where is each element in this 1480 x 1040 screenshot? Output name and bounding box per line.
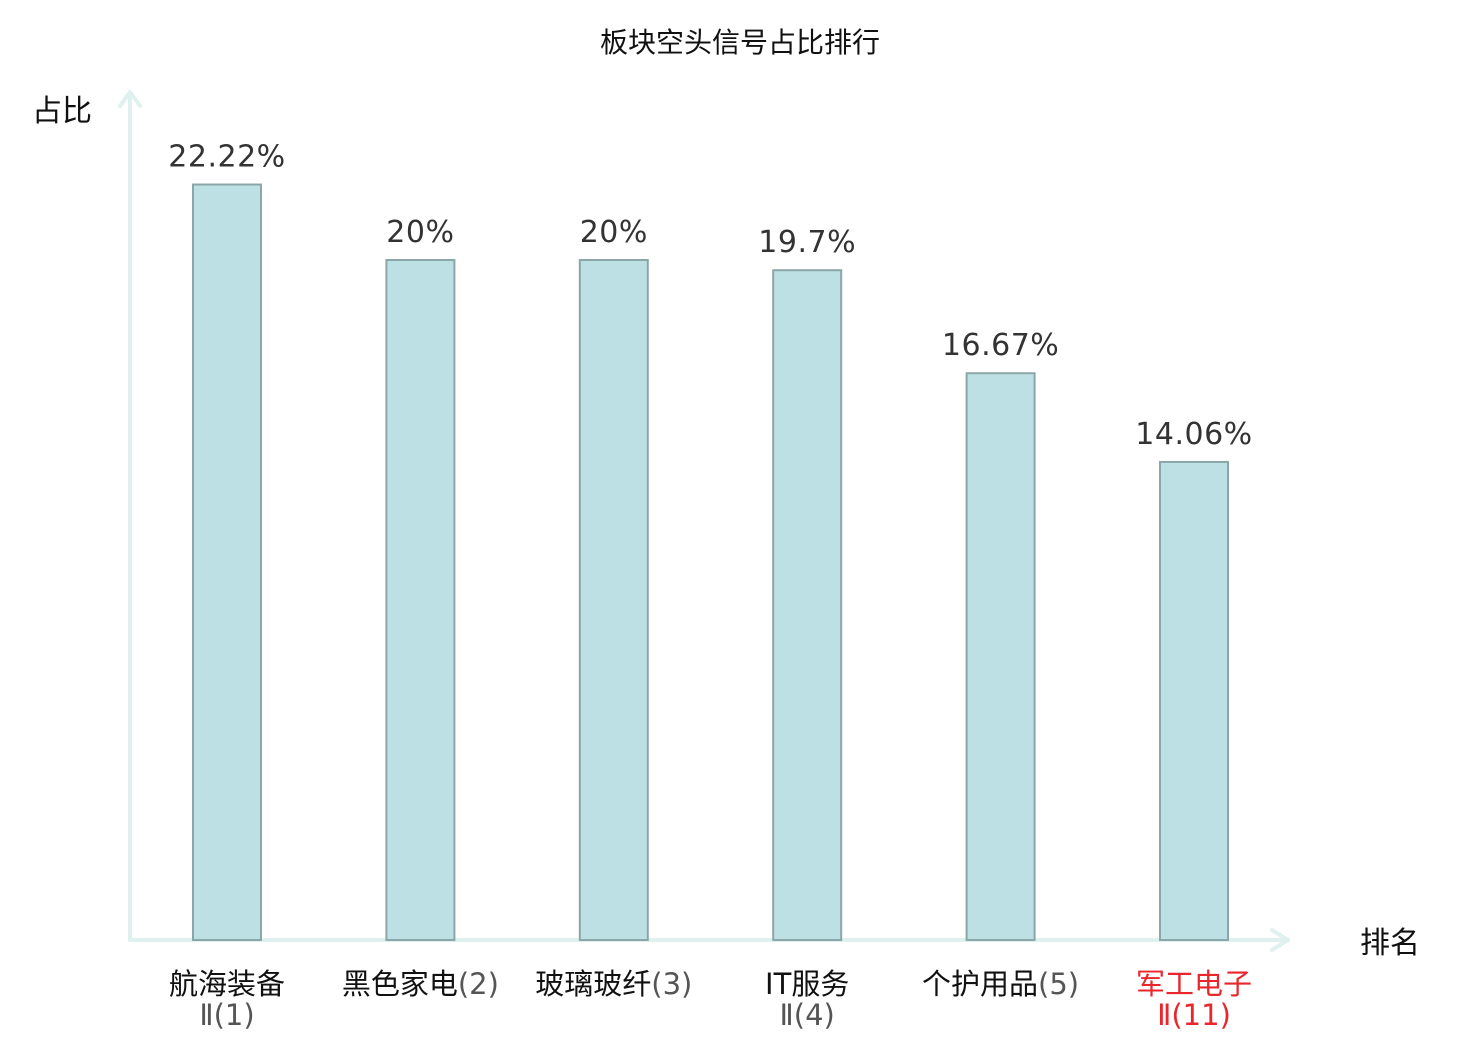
y-axis-arrow [118, 90, 142, 108]
category-rank: (5) [1038, 967, 1079, 1001]
value-label-6: 14.06% [1135, 417, 1252, 452]
svg-text:玻璃玻纤(3): 玻璃玻纤(3) [535, 967, 692, 1001]
value-label-2: 20% [386, 215, 454, 250]
value-label-4: 19.7% [758, 225, 856, 260]
category-label-2: 黑色家电(2) [342, 967, 499, 1001]
chart-title: 板块空头信号占比排行 [600, 26, 880, 59]
bar-5 [965, 372, 1036, 942]
axes [118, 90, 1290, 952]
bar-2 [385, 259, 456, 941]
bars [192, 183, 1229, 942]
x-axis-label: 排名 [1360, 926, 1420, 961]
category-name: 玻璃玻纤 [535, 967, 651, 1001]
category-name: IT服务 [765, 967, 849, 1001]
category-rank: Ⅱ(11) [1157, 998, 1231, 1032]
x-axis-arrow [1270, 928, 1290, 952]
svg-text:个护用品(5): 个护用品(5) [922, 967, 1079, 1001]
category-rank: (2) [458, 967, 499, 1001]
bar-1 [192, 183, 262, 941]
value-label-1: 22.22% [168, 140, 285, 175]
svg-text:黑色家电(2): 黑色家电(2) [342, 967, 499, 1001]
value-label-3: 20% [580, 215, 648, 250]
category-rank: Ⅱ(1) [199, 998, 254, 1032]
category-rank: Ⅱ(4) [780, 998, 835, 1032]
y-axis-label: 占比 [32, 94, 92, 129]
bar-4 [772, 269, 843, 941]
value-labels: 22.22% 20% 20% 19.7% 16.67% 14.06% [168, 140, 1252, 452]
category-rank: (3) [651, 967, 692, 1001]
bar-3 [578, 259, 649, 941]
category-name: 个护用品 [922, 967, 1038, 1001]
value-label-5: 16.67% [942, 328, 1059, 363]
bar-6 [1159, 460, 1229, 941]
category-label-3: 玻璃玻纤(3) [535, 967, 692, 1001]
category-name: 航海装备 [169, 967, 285, 1001]
category-name: 军工电子 [1136, 967, 1252, 1001]
category-name: 黑色家电 [342, 967, 458, 1001]
category-label-5: 个护用品(5) [922, 967, 1079, 1001]
